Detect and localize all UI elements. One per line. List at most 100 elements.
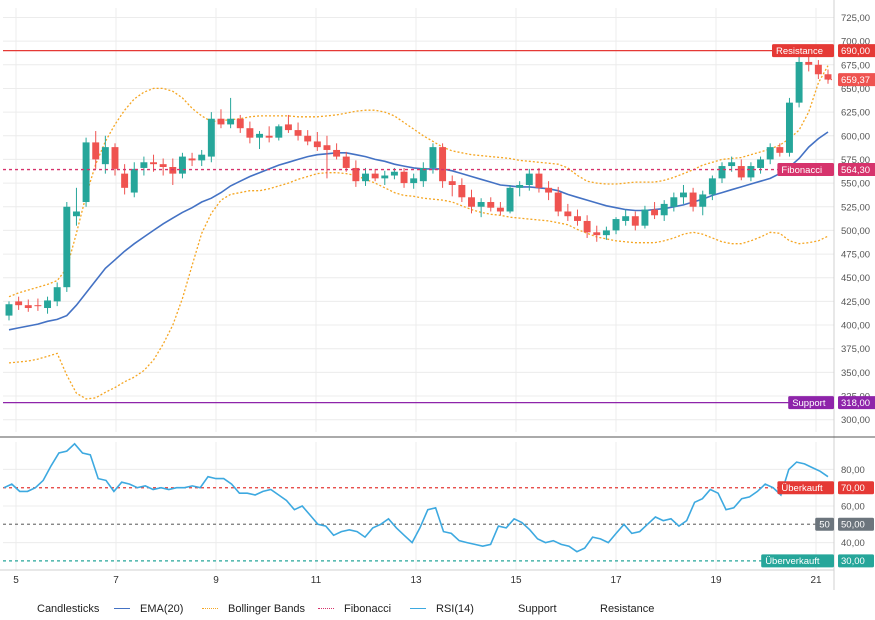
candle-body-down: [487, 202, 495, 208]
candle-body-down: [159, 164, 167, 167]
candle: [785, 97, 793, 157]
price-tick-label: 300,00: [841, 415, 870, 426]
candle-body-up: [708, 178, 716, 195]
candle-body-down: [371, 173, 379, 179]
candle-body-down: [448, 181, 456, 185]
price-tags: Resistance 690,00 659,37 Fibonacci 564,30 Sup…: [761, 44, 875, 568]
candle-body-down: [439, 147, 447, 182]
price-tick-label: 675,00: [841, 60, 870, 71]
rsi-mid-price-tag-text: 50,00: [841, 520, 865, 531]
time-tick-label: 19: [710, 575, 722, 586]
candle-body-up: [362, 173, 369, 182]
time-tick-label: 15: [510, 575, 522, 586]
candle-body-down: [15, 301, 23, 306]
candle: [535, 167, 543, 193]
support-name-tag-bg: [788, 396, 834, 410]
candle: [419, 162, 427, 187]
candle-body-up: [5, 304, 13, 316]
resistance-price-tag-text: 690,00: [841, 46, 870, 57]
candle-body-up: [390, 171, 398, 176]
legend-label-ema: EMA(20): [140, 603, 184, 615]
current-price-tag-text: 659,37: [841, 75, 870, 86]
price-tick-label: 350,00: [841, 368, 870, 379]
candlestick-series: [5, 50, 832, 321]
legend-swatch-ema: [114, 608, 130, 609]
candle-body-down: [342, 156, 350, 168]
candle-body-down: [535, 173, 543, 188]
candle: [468, 189, 475, 214]
candle: [371, 168, 379, 182]
resistance-price-tag: 690,00: [838, 44, 875, 58]
support-name-tag: Support: [788, 396, 834, 410]
candle-body-up: [680, 192, 687, 198]
candle: [612, 217, 620, 235]
candle-body-down: [304, 135, 312, 142]
candle: [333, 143, 341, 160]
support-name-tag-text: Support: [792, 398, 826, 409]
candle-body-down: [24, 305, 32, 309]
candle: [159, 158, 167, 176]
candle: [111, 143, 119, 176]
time-tick-label: 9: [213, 575, 219, 586]
candle-body-up: [63, 206, 71, 288]
candle-body-up: [602, 230, 610, 236]
candle-body-down: [631, 216, 639, 226]
candle: [516, 181, 524, 197]
candle-body-up: [72, 211, 80, 217]
candle-body-down: [805, 61, 813, 65]
candle: [313, 131, 321, 151]
candle: [670, 192, 678, 212]
candle: [82, 137, 90, 207]
candle-body-up: [44, 300, 52, 309]
candle: [217, 109, 225, 129]
candle-body-down: [313, 141, 321, 148]
candle: [227, 97, 235, 129]
rsi-overbought-name-tag-text: Überkauft: [781, 483, 823, 494]
candle: [304, 130, 312, 146]
candle-body-up: [525, 173, 533, 185]
candle-body-down: [564, 211, 572, 217]
candle: [458, 178, 466, 203]
candle-body-up: [516, 184, 524, 188]
time-tick-label: 17: [610, 575, 622, 586]
rsi-oversold-name-tag: Überverkauft: [761, 554, 834, 568]
candle: [708, 175, 716, 201]
candle-body-up: [728, 162, 736, 167]
price-tick-label: 725,00: [841, 13, 870, 24]
candle-body-up: [275, 126, 283, 138]
candle-body-up: [670, 197, 678, 207]
candle: [622, 209, 630, 226]
legend-label-resistance: Resistance: [600, 603, 655, 615]
candle: [545, 181, 553, 201]
candle: [593, 225, 601, 242]
candle: [101, 135, 109, 174]
resistance-price-tag-bg: [838, 44, 875, 58]
resistance-name-tag: Resistance: [772, 44, 834, 58]
legend-swatch-rsi: [410, 608, 426, 609]
candle-body-up: [506, 187, 514, 212]
candle-body-up: [612, 219, 620, 231]
legend-swatch-bollinger: [202, 608, 218, 609]
candle: [256, 131, 263, 150]
candle: [236, 114, 244, 133]
candle-body-up: [477, 202, 485, 207]
price-tick-label: 450,00: [841, 273, 870, 284]
price-tick-label: 500,00: [841, 226, 870, 237]
candle: [352, 160, 360, 187]
legend-label-rsi: RSI(14): [436, 603, 474, 615]
candle-body-up: [381, 175, 389, 179]
legend-label-candlesticks: Candlesticks: [37, 603, 100, 615]
candle: [631, 211, 639, 231]
candle: [824, 69, 832, 84]
rsi-overbought-price-tag: 70,00: [838, 481, 874, 495]
candle: [525, 168, 533, 191]
chart-legend: Candlesticks EMA(20) Bollinger Bands Fib…: [0, 600, 700, 618]
candle-body-up: [101, 147, 109, 165]
candle-body-up: [757, 159, 765, 168]
candle: [496, 202, 504, 216]
price-tick-label: 625,00: [841, 108, 870, 119]
time-tick-label: 13: [410, 575, 422, 586]
candle: [92, 131, 100, 169]
candle-body-down: [236, 118, 244, 129]
candle-body-up: [622, 216, 630, 221]
